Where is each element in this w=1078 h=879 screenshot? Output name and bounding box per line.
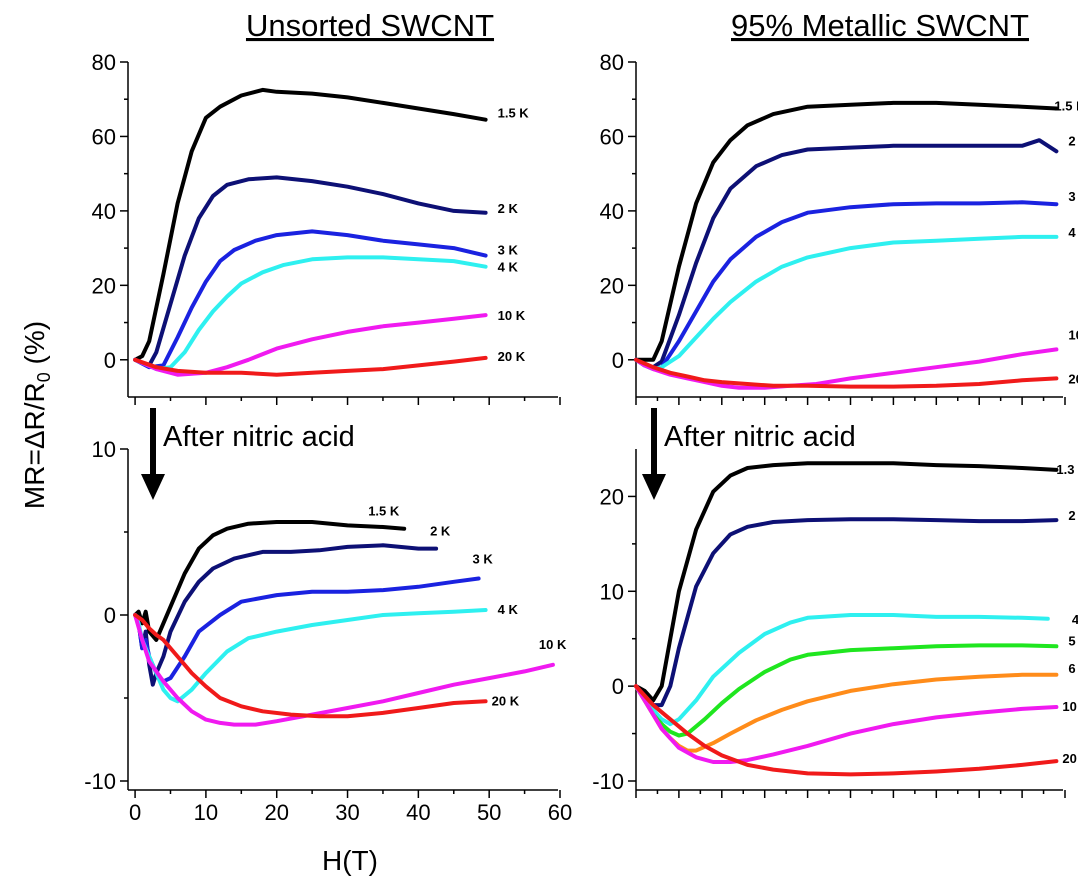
- series-3-k: [133, 229, 488, 370]
- y-tick-label: 60: [92, 124, 116, 149]
- arrow-left: [141, 408, 165, 500]
- panel-bottom-left: -10 0 10 0 10 20 30 40 50 60 1.5 K 2 K 3 K 4 K 10 K 20 …: [84, 437, 572, 825]
- x-tick-label: 60: [548, 800, 572, 825]
- series-label-10-k: 10 K: [1068, 327, 1078, 342]
- series-label-10-k: 10 K: [1062, 699, 1078, 714]
- series-label-4-k: 4 K: [498, 260, 519, 275]
- y-axis-title: MR=ΔR/R0 (%): [19, 321, 54, 509]
- y-tick-label: 0: [612, 674, 624, 699]
- series-label-1-5-k: 1.5 K: [498, 106, 530, 121]
- x-tick-label: 20: [264, 800, 288, 825]
- panels: 0 20 40 60 80 1.5 K 2 K 3 K 4 K 10 K 20 K -10 0 10 0 10…: [84, 50, 1078, 825]
- series-label-4-k: 4 K: [498, 602, 519, 617]
- x-tick-label: 0: [129, 800, 141, 825]
- y-tick-label: 20: [600, 484, 624, 509]
- title-left: Unsorted SWCNT: [246, 8, 494, 43]
- series-label-1-5-k: 1.5 K: [1054, 99, 1078, 114]
- series-label-3-k: 3 K: [498, 243, 519, 258]
- series-2-k: [133, 543, 439, 687]
- series-label-10-k: 10 K: [539, 637, 567, 652]
- series-label-1-3-k: 1.3 K: [1056, 462, 1078, 477]
- series-label-20-k: 20 K: [1062, 751, 1078, 766]
- series-label-20-k: 20 K: [498, 349, 526, 364]
- y-tick-label: -10: [592, 769, 624, 794]
- series-5-k: [634, 643, 1059, 738]
- y-tick-label: -10: [84, 769, 116, 794]
- series-2-k: [634, 517, 1059, 708]
- series-label-6-k: 6 K: [1068, 661, 1078, 676]
- series-label-4-k: 4 K: [1072, 612, 1078, 627]
- series-label-2-k: 2 K: [1068, 508, 1078, 523]
- series-3-k: [634, 200, 1059, 372]
- y-tick-label: 40: [92, 199, 116, 224]
- y-tick-label: 40: [600, 199, 624, 224]
- series-10-k: [634, 684, 1059, 764]
- series-label-2-k: 2 K: [1068, 133, 1078, 148]
- series-2-k: [133, 175, 488, 368]
- series-label-20-k: 20 K: [492, 693, 520, 708]
- series-10-k: [133, 313, 488, 377]
- panel-top-right: 0 20 40 60 80 1.5 K 2 K 3 K 4 K 10 K 20 K: [600, 50, 1078, 405]
- series-label-2-k: 2 K: [430, 524, 451, 539]
- x-tick-label: 40: [406, 800, 430, 825]
- panel-bottom-right: -10 0 10 20 1.3 K 2 K 4 K 5 K 6 K 10 K 20 K: [592, 449, 1078, 798]
- series-1-5-k: [133, 87, 488, 362]
- series-2-k: [634, 138, 1059, 370]
- x-tick-label: 30: [335, 800, 359, 825]
- series-20-k: [133, 613, 488, 719]
- series-10-k: [133, 613, 555, 727]
- series-label-4-k: 4 K: [1068, 225, 1078, 240]
- x-tick-label: 10: [194, 800, 218, 825]
- y-tick-label: 10: [92, 437, 116, 462]
- series-label-3-k: 3 K: [473, 551, 494, 566]
- y-tick-label: 0: [104, 348, 116, 373]
- series-1-5-k: [133, 520, 407, 642]
- series-20-k: [133, 355, 488, 377]
- series-label-5-k: 5 K: [1068, 633, 1078, 648]
- series-4-k: [634, 613, 1050, 727]
- series-label-1-5-k: 1.5 K: [368, 504, 400, 519]
- title-right: 95% Metallic SWCNT: [731, 8, 1029, 43]
- series-3-k: [133, 576, 481, 684]
- y-tick-label: 60: [600, 124, 624, 149]
- series-label-2-k: 2 K: [498, 201, 519, 216]
- series-label-3-k: 3 K: [1068, 189, 1078, 204]
- series-20-k: [634, 357, 1059, 389]
- panel-top-left: 0 20 40 60 80 1.5 K 2 K 3 K 4 K 10 K 20 K: [92, 50, 561, 405]
- y-tick-label: 0: [612, 348, 624, 373]
- y-tick-label: 20: [600, 273, 624, 298]
- series-1-5-k: [634, 100, 1059, 362]
- y-tick-label: 0: [104, 603, 116, 628]
- annotation-left: After nitric acid: [163, 421, 355, 453]
- series-4-k: [133, 255, 488, 372]
- y-tick-label: 20: [92, 273, 116, 298]
- annotation-right: After nitric acid: [664, 421, 856, 453]
- x-axis-title: H(T): [322, 845, 378, 876]
- x-tick-label: 50: [477, 800, 501, 825]
- arrow-right: [642, 408, 666, 500]
- y-tick-label: 80: [92, 50, 116, 75]
- series-label-10-k: 10 K: [498, 308, 526, 323]
- series-label-20-k: 20 K: [1068, 371, 1078, 386]
- series-1-3-k: [634, 461, 1059, 703]
- y-tick-label: 10: [600, 579, 624, 604]
- y-tick-label: 80: [600, 50, 624, 75]
- series-20-k: [634, 684, 1059, 777]
